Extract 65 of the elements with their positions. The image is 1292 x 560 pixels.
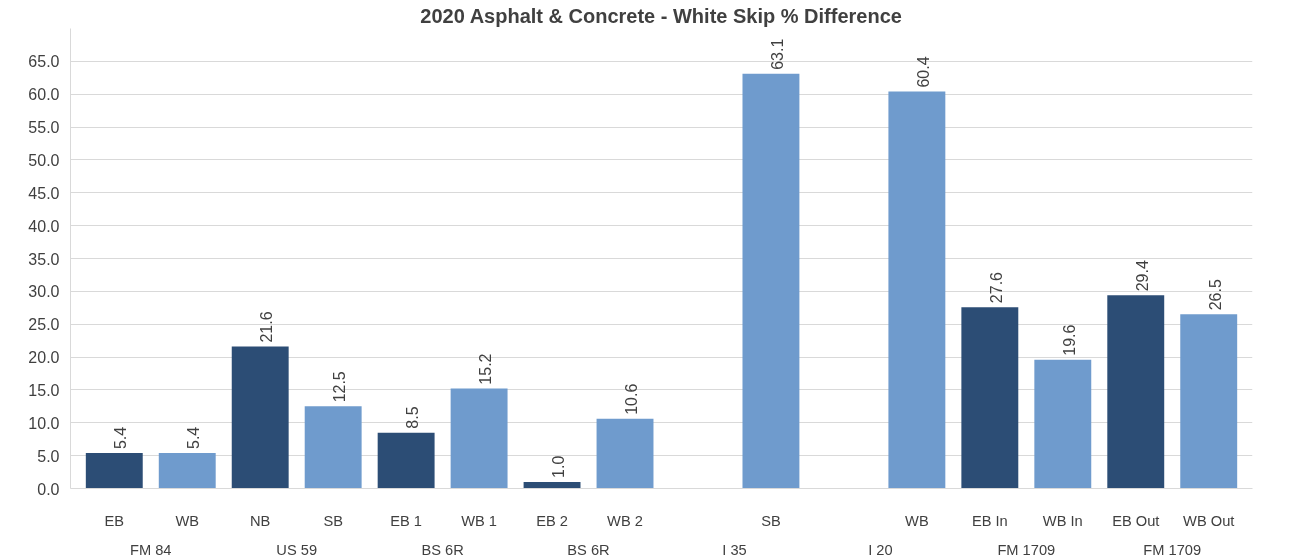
bar <box>85 453 143 489</box>
x-tick-label: EB <box>104 512 125 529</box>
y-tick-label: 50.0 <box>28 151 60 169</box>
data-label: 15.2 <box>477 353 495 385</box>
data-label: 5.4 <box>112 426 130 450</box>
bar <box>158 453 216 489</box>
data-label: 1.0 <box>550 455 568 478</box>
x-tick-label: EB In <box>971 512 1008 529</box>
text: I 20 <box>868 541 893 558</box>
bar <box>961 307 1019 489</box>
y-tick-label: 60.0 <box>28 86 60 104</box>
bar <box>1034 359 1092 489</box>
y-tick-label: 0.0 <box>37 480 60 498</box>
y-tick-label: 30.0 <box>28 283 60 301</box>
chart-title: 2020 Asphalt & Concrete - White Skip % Difference <box>420 4 902 27</box>
bar <box>1107 295 1165 489</box>
bar <box>523 481 581 489</box>
bar <box>377 432 435 489</box>
text: FM 1709 <box>997 541 1056 558</box>
x-tick-label: NB <box>250 512 271 529</box>
data-label: 29.4 <box>1133 260 1151 292</box>
bar <box>450 388 508 489</box>
data-label: 8.5 <box>404 406 422 429</box>
y-tick-label: 15.0 <box>28 381 60 399</box>
text: I 35 <box>722 541 747 558</box>
data-label: 21.6 <box>258 311 276 343</box>
bar <box>231 346 289 489</box>
data-label: 63.1 <box>768 38 786 70</box>
bar <box>888 91 946 489</box>
y-tick-label: 55.0 <box>28 119 60 137</box>
x-tick-label: WB 2 <box>607 512 643 529</box>
y-tick-label: 35.0 <box>28 250 60 268</box>
text: FM 84 <box>129 541 172 558</box>
x-tick-label: SB <box>323 512 343 529</box>
data-label: 27.6 <box>987 271 1005 304</box>
text: US 59 <box>276 541 318 558</box>
x-tick-label: EB 2 <box>536 512 568 529</box>
x-tick-label: EB Out <box>1112 512 1160 529</box>
y-tick-label: 45.0 <box>28 184 60 202</box>
x-tick-label: SB <box>761 512 781 529</box>
x-tick-label: WB <box>175 512 200 529</box>
data-label: 5.4 <box>185 426 203 450</box>
y-tick-label: 65.0 <box>28 53 60 71</box>
y-tick-label: 20.0 <box>28 349 60 367</box>
text: FM 1709 <box>1143 541 1202 558</box>
data-label: 19.6 <box>1060 324 1078 356</box>
x-tick-label: WB <box>905 512 929 529</box>
x-tick-label: WB In <box>1042 512 1083 529</box>
y-tick-label: 25.0 <box>28 316 60 334</box>
data-label: 60.4 <box>914 56 932 88</box>
data-label: 10.6 <box>623 383 641 415</box>
bar <box>596 418 654 489</box>
x-tick-label: WB Out <box>1183 512 1235 529</box>
data-label: 12.5 <box>331 371 349 403</box>
data-label: 26.5 <box>1206 279 1224 311</box>
y-tick-label: 40.0 <box>28 217 60 235</box>
text: BS 6R <box>421 541 464 558</box>
x-tick-label: EB 1 <box>390 512 423 529</box>
y-tick-label: 10.0 <box>28 414 60 432</box>
x-tick-label: WB 1 <box>461 512 498 529</box>
bar <box>304 406 362 489</box>
text: BS 6R <box>567 541 610 558</box>
y-tick-label: 5.0 <box>37 447 60 465</box>
bar <box>742 73 800 489</box>
bar <box>1180 314 1238 489</box>
